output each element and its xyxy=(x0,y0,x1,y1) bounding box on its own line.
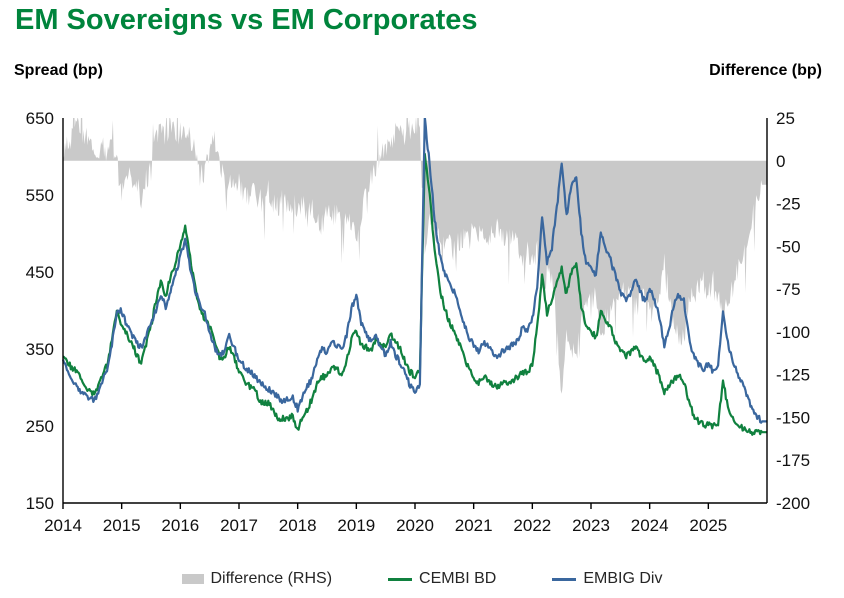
y-axis-right-tick-label: -200 xyxy=(776,494,810,513)
y-axis-right-tick-label: -75 xyxy=(776,280,801,299)
y-axis-left-tick-label: 150 xyxy=(26,494,54,513)
x-axis-tick-label: 2024 xyxy=(631,516,669,535)
y-axis-left-tick-label: 250 xyxy=(26,417,54,436)
legend-label-cembi-bd: CEMBI BD xyxy=(419,570,497,587)
y-axis-right-tick-label: 0 xyxy=(776,152,785,171)
y-axis-right-tick-label: 25 xyxy=(776,109,795,128)
x-axis-tick-label: 2020 xyxy=(396,516,434,535)
y-axis-right-tick-label: -50 xyxy=(776,237,801,256)
legend-label-difference: Difference (RHS) xyxy=(210,570,333,587)
x-axis-tick-label: 2025 xyxy=(689,516,727,535)
y-axis-right-tick-label: -175 xyxy=(776,451,810,470)
x-axis-tick-label: 2016 xyxy=(161,516,199,535)
x-axis-tick-label: 2018 xyxy=(279,516,317,535)
cembi-bd-line xyxy=(62,152,767,436)
legend-item-difference: Difference (RHS) xyxy=(181,570,333,588)
legend: Difference (RHS) CEMBI BD EMBIG Div xyxy=(0,570,844,588)
legend-item-cembi-bd: CEMBI BD xyxy=(388,570,496,588)
legend-item-embig-div: EMBIG Div xyxy=(552,570,662,588)
right-axis-title: Difference (bp) xyxy=(709,62,822,79)
y-axis-left-tick-label: 350 xyxy=(26,340,54,359)
embig-div-line xyxy=(62,118,767,424)
y-axis-right-tick-label: -125 xyxy=(776,366,810,385)
series-layer xyxy=(62,118,767,436)
chart-title: EM Sovereigns vs EM Corporates xyxy=(15,4,478,36)
x-axis-tick-label: 2014 xyxy=(44,516,82,535)
x-axis-tick-label: 2017 xyxy=(220,516,258,535)
y-axis-right-tick-label: -150 xyxy=(776,408,810,427)
x-axis-tick-label: 2019 xyxy=(337,516,375,535)
legend-label-embig-div: EMBIG Div xyxy=(583,570,663,587)
cembi-bd-swatch xyxy=(388,577,413,581)
x-axis-tick-label: 2022 xyxy=(513,516,551,535)
left-axis-title: Spread (bp) xyxy=(14,62,103,79)
difference-area xyxy=(63,118,767,394)
embig-div-swatch xyxy=(552,577,577,581)
x-axis-tick-label: 2015 xyxy=(103,516,141,535)
x-axis-tick-label: 2023 xyxy=(572,516,610,535)
y-axis-left-tick-label: 550 xyxy=(26,186,54,205)
difference-swatch xyxy=(181,574,204,584)
y-axis-right-tick-label: -25 xyxy=(776,195,801,214)
y-axis-left-tick-label: 650 xyxy=(26,109,54,128)
y-axis-left-tick-label: 450 xyxy=(26,263,54,282)
y-axis-right-tick-label: -100 xyxy=(776,323,810,342)
x-axis-tick-label: 2021 xyxy=(455,516,493,535)
axes xyxy=(62,118,768,509)
